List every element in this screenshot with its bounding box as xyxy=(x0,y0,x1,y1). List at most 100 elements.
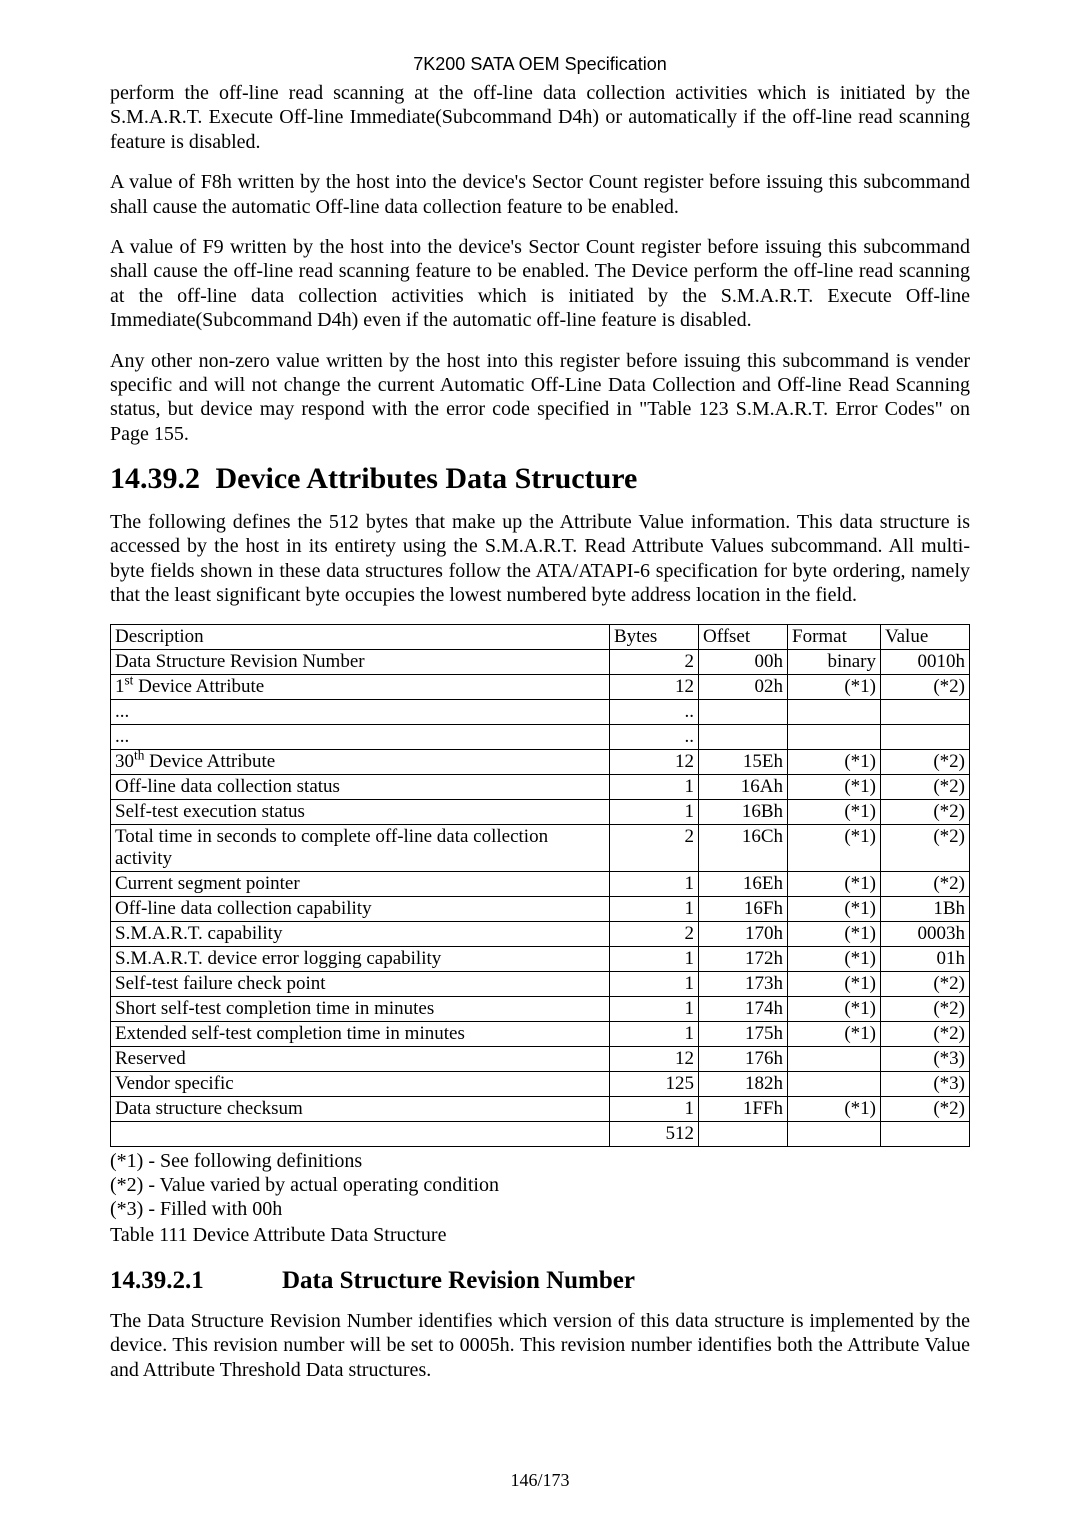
table-row: 512 xyxy=(111,1121,970,1146)
cell-bytes: 2 xyxy=(610,921,699,946)
cell-format xyxy=(788,699,881,724)
cell-format: (*1) xyxy=(788,871,881,896)
table-row: S.M.A.R.T. device error logging capabili… xyxy=(111,946,970,971)
cell-description: Reserved xyxy=(111,1046,610,1071)
table-row: Short self-test completion time in minut… xyxy=(111,996,970,1021)
paragraph: A value of F9 written by the host into t… xyxy=(110,235,970,333)
section-title: Data Structure Revision Number xyxy=(282,1267,635,1294)
cell-format: (*1) xyxy=(788,946,881,971)
table-row: S.M.A.R.T. capability2170h(*1)0003h xyxy=(111,921,970,946)
table-row: 1st Device Attribute1202h(*1)(*2) xyxy=(111,674,970,699)
table-row: Data structure checksum11FFh(*1)(*2) xyxy=(111,1096,970,1121)
cell-description: Self-test failure check point xyxy=(111,971,610,996)
paragraph: perform the off-line read scanning at th… xyxy=(110,81,970,154)
cell-offset xyxy=(699,1121,788,1146)
paragraph: A value of F8h written by the host into … xyxy=(110,170,970,219)
cell-value: (*2) xyxy=(881,1096,970,1121)
cell-offset: 173h xyxy=(699,971,788,996)
cell-offset xyxy=(699,699,788,724)
cell-offset: 172h xyxy=(699,946,788,971)
cell-offset: 16Ch xyxy=(699,824,788,871)
section-number: 14.39.2.1 xyxy=(110,1267,204,1294)
cell-offset: 16Eh xyxy=(699,871,788,896)
cell-format xyxy=(788,1046,881,1071)
table-row: ..... xyxy=(111,724,970,749)
cell-offset: 170h xyxy=(699,921,788,946)
cell-format: (*1) xyxy=(788,674,881,699)
cell-description: Vendor specific xyxy=(111,1071,610,1096)
cell-value: (*2) xyxy=(881,996,970,1021)
section-title: Device Attributes Data Structure xyxy=(216,462,638,495)
cell-offset: 174h xyxy=(699,996,788,1021)
cell-value xyxy=(881,1121,970,1146)
cell-value: (*2) xyxy=(881,799,970,824)
footnote: (*2) - Value varied by actual operating … xyxy=(110,1173,970,1197)
cell-offset: 16Fh xyxy=(699,896,788,921)
cell-bytes: 1 xyxy=(610,1096,699,1121)
cell-description: Off-line data collection status xyxy=(111,774,610,799)
cell-value: (*3) xyxy=(881,1046,970,1071)
cell-format: (*1) xyxy=(788,896,881,921)
cell-description: ... xyxy=(111,724,610,749)
col-header-description: Description xyxy=(111,624,610,649)
footnotes: (*1) - See following definitions (*2) - … xyxy=(110,1149,970,1222)
cell-bytes: 1 xyxy=(610,996,699,1021)
cell-value: (*3) xyxy=(881,1071,970,1096)
table-row: Total time in seconds to complete off-li… xyxy=(111,824,970,871)
cell-description: Data structure checksum xyxy=(111,1096,610,1121)
cell-value: (*2) xyxy=(881,971,970,996)
cell-value: (*2) xyxy=(881,1021,970,1046)
table-row: Off-line data collection capability116Fh… xyxy=(111,896,970,921)
cell-format: binary xyxy=(788,649,881,674)
cell-offset: 175h xyxy=(699,1021,788,1046)
cell-description: Data Structure Revision Number xyxy=(111,649,610,674)
cell-bytes: 1 xyxy=(610,799,699,824)
section-number: 14.39.2 xyxy=(110,462,200,495)
cell-description: 1st Device Attribute xyxy=(111,674,610,699)
cell-value: (*2) xyxy=(881,749,970,774)
cell-value: (*2) xyxy=(881,774,970,799)
cell-bytes: 2 xyxy=(610,649,699,674)
cell-description: Current segment pointer xyxy=(111,871,610,896)
table-body: Data Structure Revision Number200hbinary… xyxy=(111,649,970,1146)
cell-format: (*1) xyxy=(788,1096,881,1121)
cell-value: (*2) xyxy=(881,674,970,699)
page-number: 146/173 xyxy=(0,1470,1080,1491)
paragraph: Any other non-zero value written by the … xyxy=(110,349,970,447)
table-caption: Table 111 Device Attribute Data Structur… xyxy=(110,1224,970,1247)
table-row: Data Structure Revision Number200hbinary… xyxy=(111,649,970,674)
paragraph: The following defines the 512 bytes that… xyxy=(110,510,970,608)
table-row: Current segment pointer116Eh(*1)(*2) xyxy=(111,871,970,896)
table-row: Vendor specific125182h(*3) xyxy=(111,1071,970,1096)
table-row: Off-line data collection status116Ah(*1)… xyxy=(111,774,970,799)
cell-format xyxy=(788,1071,881,1096)
cell-format: (*1) xyxy=(788,1021,881,1046)
cell-description: Off-line data collection capability xyxy=(111,896,610,921)
cell-format: (*1) xyxy=(788,824,881,871)
cell-bytes: .. xyxy=(610,699,699,724)
cell-offset: 15Eh xyxy=(699,749,788,774)
table-row: Self-test failure check point1173h(*1)(*… xyxy=(111,971,970,996)
cell-format: (*1) xyxy=(788,996,881,1021)
table-row: ..... xyxy=(111,699,970,724)
cell-description: Extended self-test completion time in mi… xyxy=(111,1021,610,1046)
cell-bytes: .. xyxy=(610,724,699,749)
cell-value: (*2) xyxy=(881,871,970,896)
cell-bytes: 12 xyxy=(610,1046,699,1071)
cell-bytes: 2 xyxy=(610,824,699,871)
cell-value: 1Bh xyxy=(881,896,970,921)
cell-bytes: 1 xyxy=(610,946,699,971)
document-header: 7K200 SATA OEM Specification xyxy=(110,54,970,75)
cell-offset: 16Bh xyxy=(699,799,788,824)
col-header-value: Value xyxy=(881,624,970,649)
cell-value: 0010h xyxy=(881,649,970,674)
footnote: (*1) - See following definitions xyxy=(110,1149,970,1173)
col-header-format: Format xyxy=(788,624,881,649)
table-row: 30th Device Attribute1215Eh(*1)(*2) xyxy=(111,749,970,774)
cell-format xyxy=(788,1121,881,1146)
cell-bytes: 1 xyxy=(610,774,699,799)
cell-format: (*1) xyxy=(788,921,881,946)
cell-description: ... xyxy=(111,699,610,724)
cell-offset: 02h xyxy=(699,674,788,699)
page: 7K200 SATA OEM Specification perform the… xyxy=(0,0,1080,1527)
